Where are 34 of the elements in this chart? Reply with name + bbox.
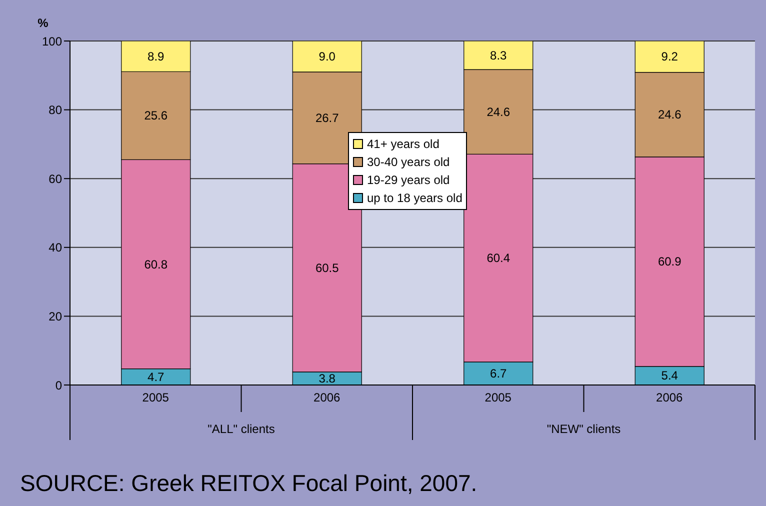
data-label: 60.5: [315, 260, 340, 275]
data-label: 5.4: [661, 368, 678, 383]
data-label: 60.8: [144, 257, 168, 272]
data-label: 26.7: [315, 110, 340, 125]
x-tick-label: 2006: [314, 390, 341, 405]
x-tick-label: 2005: [142, 390, 170, 405]
data-label: 24.6: [658, 108, 682, 122]
data-label: 60.4: [486, 251, 510, 266]
data-label: 6.7: [490, 366, 508, 380]
legend-label: up to 18 years old: [367, 191, 462, 205]
data-label: 4.7: [148, 370, 165, 384]
data-label: 25.6: [144, 108, 168, 123]
data-label: 9.0: [318, 49, 336, 64]
source-note: SOURCE: Greek REITOX Focal Point, 2007.: [20, 470, 478, 497]
x-tick-label: 2005: [484, 390, 512, 405]
x-tick-label: 2006: [656, 390, 684, 405]
y-tick-label: 80: [48, 103, 62, 118]
data-label: 3.8: [318, 371, 336, 386]
y-tick-label: 60: [48, 172, 62, 186]
y-tick-label: 0: [55, 378, 62, 392]
data-label: 60.9: [658, 254, 682, 269]
data-label: 24.6: [486, 104, 510, 119]
y-axis-title: %: [38, 16, 49, 30]
legend-label: 30-40 years old: [367, 155, 450, 169]
data-label: 8.9: [148, 49, 165, 64]
legend-label: 19-29 years old: [367, 173, 450, 187]
data-label: 9.2: [661, 50, 678, 64]
data-label: 8.3: [490, 48, 508, 62]
y-tick-label: 40: [48, 240, 62, 255]
legend-label: 41+ years old: [367, 137, 440, 151]
y-tick-label: 20: [48, 309, 62, 324]
y-tick-label: 100: [42, 34, 62, 48]
text: "ALL" clients: [206, 422, 276, 436]
text: "NEW" clients: [546, 422, 622, 436]
